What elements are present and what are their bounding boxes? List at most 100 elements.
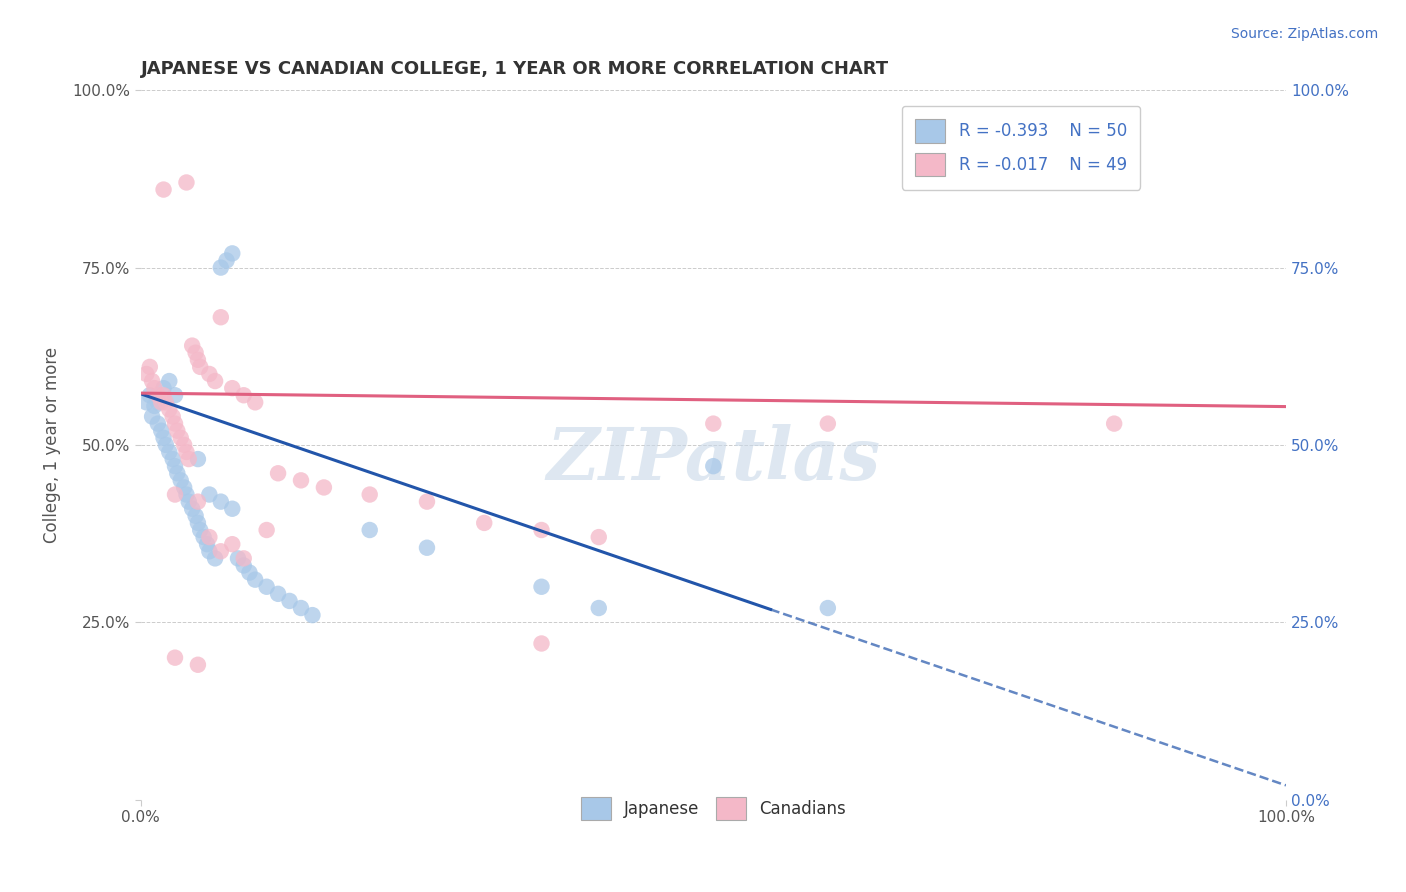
Point [702, 417, 724, 431]
Point [204, 551, 226, 566]
Point [155, 438, 177, 452]
Point [817, 601, 839, 615]
Legend: Japanese, Canadians: Japanese, Canadians [567, 783, 859, 834]
Point [232, 558, 254, 573]
Point [162, 452, 184, 467]
Point [221, 537, 243, 551]
Point [184, 345, 207, 359]
Point [187, 516, 209, 530]
Point [184, 508, 207, 523]
Point [146, 417, 169, 431]
Point [209, 544, 232, 558]
Point [221, 381, 243, 395]
Point [187, 352, 209, 367]
Point [146, 388, 169, 402]
Point [177, 452, 200, 467]
Point [135, 395, 157, 409]
Point [232, 551, 254, 566]
Text: JAPANESE VS CANADIAN COLLEGE, 1 YEAR OR MORE CORRELATION CHART: JAPANESE VS CANADIAN COLLEGE, 1 YEAR OR … [141, 60, 889, 78]
Point [150, 395, 173, 409]
Point [256, 523, 278, 537]
Point [267, 587, 290, 601]
Point [290, 601, 312, 615]
Point [204, 374, 226, 388]
Point [163, 388, 186, 402]
Point [702, 459, 724, 474]
Point [312, 480, 335, 494]
Point [146, 395, 169, 409]
Point [155, 395, 177, 409]
Point [530, 523, 553, 537]
Point [243, 573, 266, 587]
Point [152, 431, 174, 445]
Point [152, 388, 174, 402]
Point [177, 494, 200, 508]
Point [157, 445, 180, 459]
Point [143, 381, 166, 395]
Point [278, 594, 301, 608]
Point [221, 501, 243, 516]
Point [176, 445, 198, 459]
Point [209, 260, 232, 275]
Point [162, 409, 184, 424]
Point [221, 246, 243, 260]
Point [198, 530, 221, 544]
Point [187, 452, 209, 467]
Point [416, 541, 439, 555]
Point [163, 459, 186, 474]
Point [170, 474, 193, 488]
Point [1102, 417, 1125, 431]
Point [232, 388, 254, 402]
Point [530, 636, 553, 650]
Point [588, 530, 610, 544]
Point [170, 431, 193, 445]
Point [215, 253, 238, 268]
Point [143, 399, 166, 413]
Point [256, 580, 278, 594]
Point [181, 338, 204, 352]
Y-axis label: College, 1 year or more: College, 1 year or more [44, 347, 60, 543]
Point [243, 395, 266, 409]
Point [530, 580, 553, 594]
Point [157, 374, 180, 388]
Point [416, 494, 439, 508]
Point [209, 494, 232, 508]
Point [472, 516, 495, 530]
Point [157, 402, 180, 417]
Point [290, 474, 312, 488]
Point [588, 601, 610, 615]
Point [135, 367, 157, 381]
Point [238, 566, 260, 580]
Point [226, 551, 249, 566]
Point [187, 657, 209, 672]
Point [359, 487, 381, 501]
Point [301, 608, 323, 623]
Point [152, 183, 174, 197]
Point [188, 523, 211, 537]
Point [163, 487, 186, 501]
Point [359, 523, 381, 537]
Point [173, 480, 195, 494]
Point [195, 537, 218, 551]
Point [139, 359, 162, 374]
Text: ZIPatlas: ZIPatlas [547, 424, 880, 494]
Point [817, 417, 839, 431]
Point [152, 381, 174, 395]
Point [198, 367, 221, 381]
Point [139, 388, 162, 402]
Point [150, 424, 173, 438]
Point [173, 438, 195, 452]
Point [166, 467, 188, 481]
Point [198, 544, 221, 558]
Point [163, 417, 186, 431]
Point [209, 310, 232, 325]
Point [176, 176, 198, 190]
Point [188, 359, 211, 374]
Point [193, 530, 215, 544]
Point [141, 374, 163, 388]
Point [181, 501, 204, 516]
Point [166, 424, 188, 438]
Point [141, 409, 163, 424]
Point [267, 467, 290, 481]
Point [198, 487, 221, 501]
